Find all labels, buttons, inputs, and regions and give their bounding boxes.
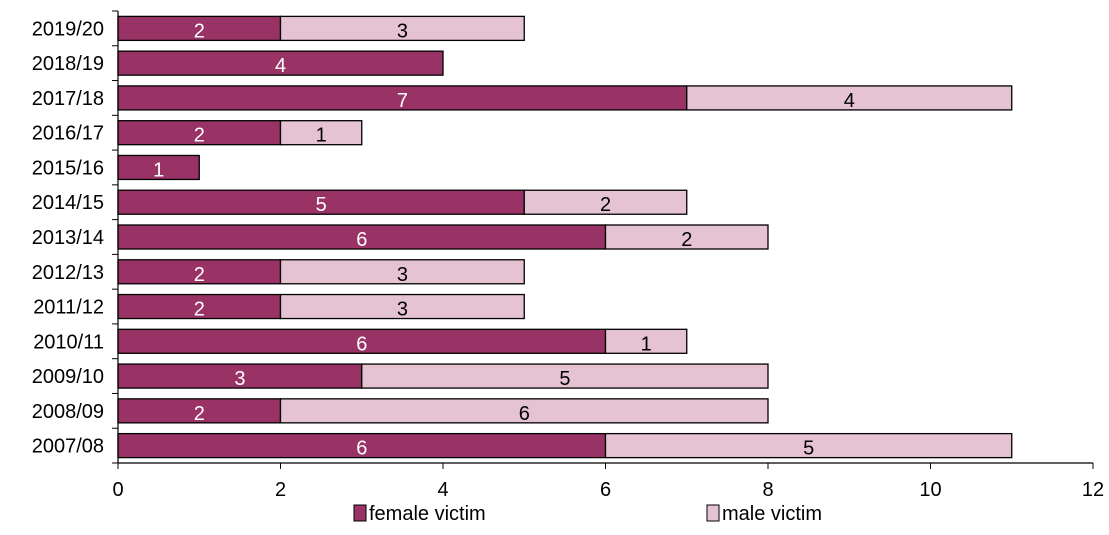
data-label: 5: [803, 438, 814, 460]
category-label: 2011/12: [33, 297, 104, 319]
category-label: 2010/11: [33, 331, 104, 353]
data-label: 3: [397, 20, 408, 42]
data-label: 4: [844, 90, 855, 112]
bar-segment-female: [117, 50, 444, 76]
data-label: 2: [194, 403, 205, 425]
data-label: 4: [275, 55, 286, 77]
category-label: 2019/20: [32, 18, 104, 40]
bar-segment-male: [279, 120, 363, 146]
x-tick-label: 2: [275, 479, 286, 501]
data-label: 3: [397, 299, 408, 321]
category-label: 2014/15: [32, 192, 104, 214]
category-label: 2009/10: [32, 366, 104, 388]
data-label: 3: [397, 264, 408, 286]
data-label: 2: [194, 125, 205, 147]
category-label: 2013/14: [32, 227, 104, 249]
bar-segment-female: [117, 432, 607, 459]
data-label: 1: [153, 159, 164, 181]
x-tick-label: 12: [1082, 479, 1104, 501]
legend-label-male: male victim: [722, 503, 822, 525]
data-label: 5: [316, 194, 327, 216]
bar-segment-male: [279, 293, 525, 320]
data-label: 2: [681, 229, 692, 251]
bar-segment-female: [117, 363, 363, 389]
legend-swatch-female: [353, 504, 367, 522]
data-label: 2: [600, 194, 611, 216]
data-label: 5: [559, 368, 570, 390]
category-labels: 2019/20 2018/19 2017/18 2016/17 2015/16 2014/…: [32, 18, 104, 457]
x-tick-label: 6: [600, 479, 611, 501]
bar-segment-male: [604, 224, 769, 250]
category-label: 2007/08: [32, 436, 104, 458]
bar-segment-male: [604, 328, 688, 354]
x-tick-label: 0: [112, 479, 123, 501]
category-label: 2015/16: [32, 157, 104, 179]
x-axis-ticks: 0 2 4 6 8 10 12: [112, 10, 1104, 501]
data-label: 3: [234, 368, 245, 390]
bar-segment-male: [279, 259, 525, 285]
x-tick-label: 10: [919, 479, 941, 501]
bars-layer: 2 3 4 7 4 2 1 1 5 2 6 2 2 3 2 3 6 1 3 5 2 6 6 5: [117, 15, 1013, 460]
category-label: 2016/17: [32, 123, 104, 145]
bar-segment-male: [361, 363, 769, 389]
bar-segment-male: [523, 189, 688, 215]
legend: female victim male victim: [353, 503, 822, 525]
x-tick-label: 8: [762, 479, 773, 501]
data-label: 2: [194, 20, 205, 42]
data-label: 2: [194, 299, 205, 321]
category-label: 2012/13: [32, 262, 104, 284]
bar-segment-male: [686, 85, 1013, 111]
data-label: 6: [356, 333, 367, 355]
x-tick-label: 4: [437, 479, 448, 501]
bar-segment-male: [279, 15, 525, 42]
data-label: 1: [316, 125, 327, 147]
bar-segment-male: [604, 432, 1013, 459]
bar-segment-male: [279, 398, 769, 424]
legend-label-female: female victim: [369, 503, 486, 525]
data-label: 2: [194, 264, 205, 286]
data-label: 1: [641, 333, 652, 355]
data-label: 6: [356, 229, 367, 251]
data-label: 6: [519, 403, 530, 425]
legend-swatch-male: [706, 504, 720, 522]
data-label: 6: [356, 438, 367, 460]
category-label: 2008/09: [32, 401, 104, 423]
category-label: 2017/18: [32, 88, 104, 110]
bar-segment-female: [117, 259, 282, 285]
category-label: 2018/19: [32, 53, 104, 75]
data-label: 7: [397, 90, 408, 112]
